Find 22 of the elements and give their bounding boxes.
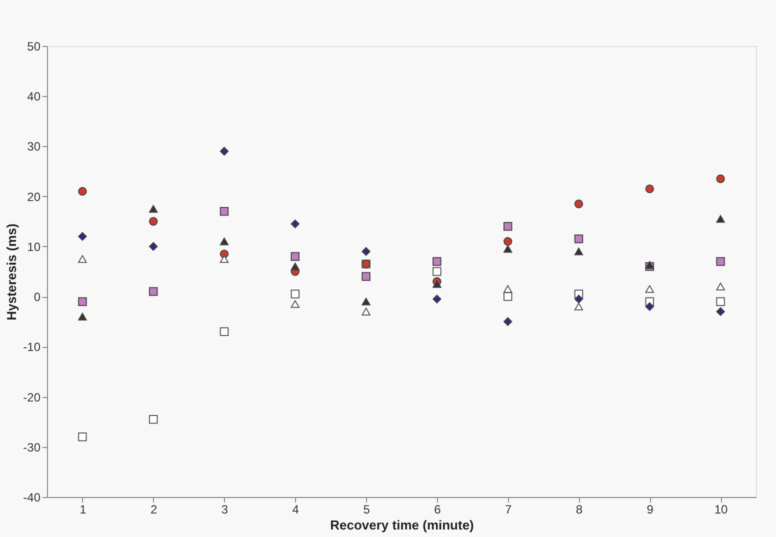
x-tick-label: 1 xyxy=(80,502,87,516)
y-tick-label: -10 xyxy=(23,340,41,354)
y-tick-label: 40 xyxy=(27,90,41,104)
y-tick-label: 0 xyxy=(34,290,41,304)
x-tick-label: 10 xyxy=(714,502,728,516)
x-tick-label: 3 xyxy=(221,502,228,516)
x-tick-label: 7 xyxy=(505,502,512,516)
y-tick-label: -40 xyxy=(23,490,41,504)
x-tick-label: 2 xyxy=(150,502,158,516)
y-axis-title: Hysteresis (ms) xyxy=(4,224,20,320)
x-tick-label: 5 xyxy=(363,502,370,516)
y-tick-label: 30 xyxy=(27,140,41,154)
y-tick-label: -30 xyxy=(23,440,41,454)
x-tick-label: 9 xyxy=(646,502,654,516)
x-axis-title: Recovery time (minute) xyxy=(330,518,474,532)
x-tick-label: 4 xyxy=(292,502,300,516)
x-tick-label: 8 xyxy=(576,502,583,516)
y-tick-label: -20 xyxy=(23,390,41,404)
y-tick-label: 10 xyxy=(27,240,41,254)
y-tick-label: 20 xyxy=(27,190,41,204)
x-tick-label: 6 xyxy=(434,502,442,516)
y-tick-label: 50 xyxy=(27,40,41,54)
